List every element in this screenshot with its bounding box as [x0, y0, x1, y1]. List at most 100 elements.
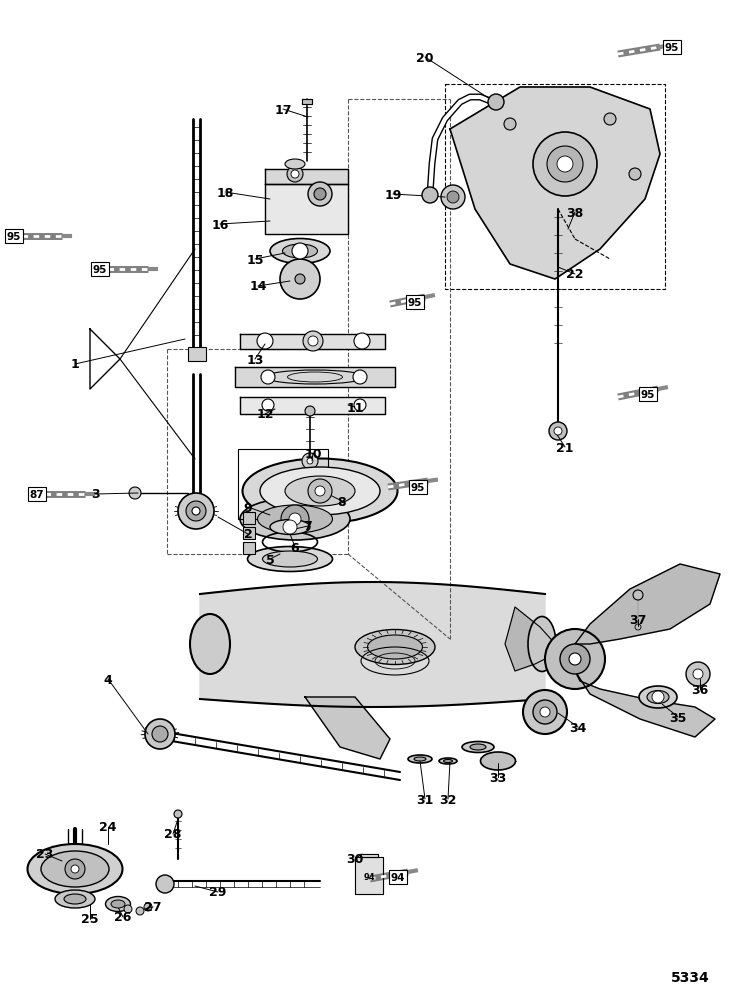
Circle shape	[145, 719, 175, 749]
Ellipse shape	[240, 499, 350, 540]
Text: 19: 19	[384, 188, 402, 201]
Polygon shape	[200, 582, 545, 707]
Circle shape	[354, 334, 370, 350]
Text: 7: 7	[304, 520, 312, 533]
Circle shape	[152, 726, 168, 742]
Text: 94: 94	[391, 872, 405, 882]
Text: 10: 10	[304, 447, 322, 460]
Circle shape	[554, 428, 562, 436]
Text: 29: 29	[209, 886, 226, 899]
Circle shape	[422, 187, 438, 203]
Text: 37: 37	[629, 613, 646, 626]
Text: 1: 1	[70, 358, 80, 371]
Circle shape	[488, 95, 504, 111]
Text: 20: 20	[416, 51, 434, 64]
Polygon shape	[360, 854, 378, 857]
Polygon shape	[240, 335, 385, 350]
Text: 25: 25	[81, 913, 99, 926]
Text: 34: 34	[569, 720, 586, 733]
Ellipse shape	[106, 897, 130, 912]
Polygon shape	[235, 368, 395, 388]
Text: 31: 31	[416, 793, 434, 806]
Circle shape	[261, 371, 275, 385]
Circle shape	[308, 182, 332, 206]
Text: 95: 95	[408, 298, 422, 308]
Text: 21: 21	[556, 441, 574, 454]
Circle shape	[124, 905, 132, 913]
Ellipse shape	[64, 894, 86, 904]
Circle shape	[308, 337, 318, 347]
Polygon shape	[575, 671, 715, 737]
Text: 22: 22	[566, 269, 584, 282]
Ellipse shape	[528, 617, 556, 671]
Circle shape	[289, 513, 301, 525]
Text: 5: 5	[266, 553, 274, 566]
Circle shape	[302, 454, 318, 470]
Ellipse shape	[443, 760, 452, 763]
Text: 95: 95	[93, 265, 107, 275]
Circle shape	[257, 334, 273, 350]
Text: 95: 95	[7, 231, 21, 241]
Text: 94: 94	[363, 873, 375, 882]
Ellipse shape	[262, 551, 317, 567]
Text: 30: 30	[346, 853, 364, 866]
Text: 87: 87	[30, 490, 44, 500]
Circle shape	[354, 400, 366, 412]
Circle shape	[353, 371, 367, 385]
Circle shape	[292, 243, 308, 260]
Polygon shape	[265, 169, 348, 184]
Circle shape	[178, 494, 214, 529]
Text: 14: 14	[249, 281, 267, 294]
Circle shape	[281, 505, 309, 533]
Circle shape	[441, 185, 465, 209]
Circle shape	[156, 875, 174, 893]
Circle shape	[280, 260, 320, 300]
Ellipse shape	[285, 477, 355, 506]
Circle shape	[633, 590, 643, 600]
Bar	[243, 527, 255, 539]
Text: 23: 23	[36, 848, 54, 861]
Circle shape	[314, 188, 326, 200]
Circle shape	[629, 168, 641, 180]
Bar	[188, 348, 206, 362]
Text: 18: 18	[216, 186, 234, 199]
Circle shape	[136, 907, 144, 915]
Circle shape	[533, 700, 557, 724]
Polygon shape	[355, 857, 383, 894]
Circle shape	[295, 275, 305, 285]
Circle shape	[315, 487, 325, 497]
Circle shape	[504, 119, 516, 131]
Ellipse shape	[639, 686, 677, 708]
Ellipse shape	[285, 160, 305, 169]
Text: 3: 3	[91, 488, 99, 501]
Ellipse shape	[462, 741, 494, 753]
Text: 35: 35	[669, 710, 687, 723]
Circle shape	[291, 170, 299, 178]
Circle shape	[557, 157, 573, 172]
Circle shape	[549, 423, 567, 441]
Ellipse shape	[257, 505, 332, 533]
Ellipse shape	[55, 890, 95, 908]
Circle shape	[560, 644, 590, 674]
Ellipse shape	[414, 758, 426, 762]
Text: 12: 12	[256, 408, 274, 421]
Polygon shape	[302, 100, 312, 105]
Text: 36: 36	[692, 682, 709, 695]
Ellipse shape	[368, 635, 422, 659]
Ellipse shape	[28, 844, 122, 894]
Circle shape	[192, 507, 200, 515]
Circle shape	[287, 167, 303, 182]
Ellipse shape	[647, 690, 669, 703]
Ellipse shape	[41, 851, 109, 887]
Circle shape	[635, 624, 641, 630]
Text: 2: 2	[244, 528, 252, 541]
Circle shape	[283, 520, 297, 534]
Ellipse shape	[481, 753, 515, 771]
Circle shape	[144, 903, 152, 911]
Text: 8: 8	[338, 495, 346, 508]
Circle shape	[71, 865, 79, 873]
Circle shape	[523, 690, 567, 734]
Circle shape	[604, 114, 616, 126]
Circle shape	[533, 133, 597, 196]
Text: 17: 17	[274, 103, 292, 116]
